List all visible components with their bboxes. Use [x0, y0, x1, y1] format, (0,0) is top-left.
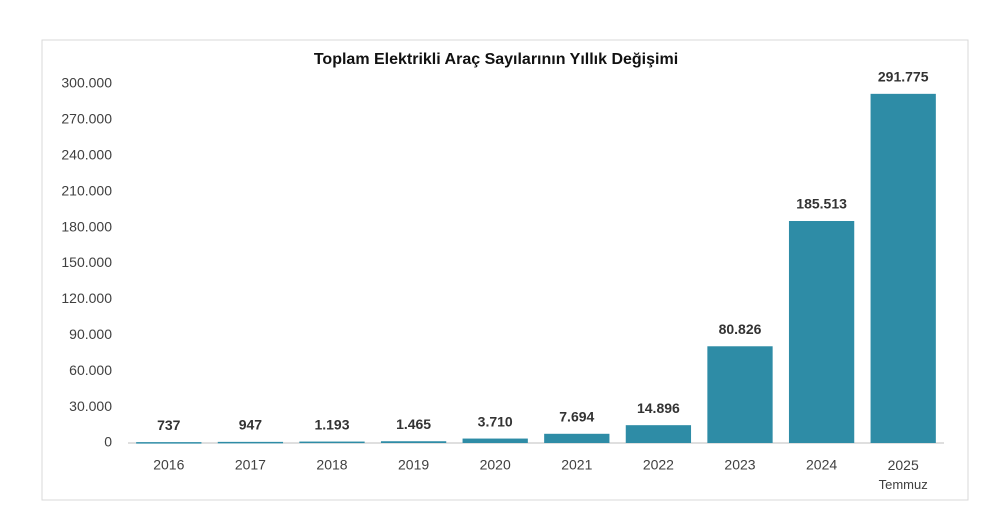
x-tick-label: 2025 Temmuz [879, 457, 928, 493]
chart-title: Toplam Elektrikli Araç Sayılarının Yıllı… [314, 51, 678, 68]
value-label: 14.896 [637, 400, 680, 416]
y-tick-label: 60.000 [69, 362, 112, 378]
y-tick-label: 90.000 [69, 326, 112, 342]
bar [136, 442, 202, 444]
y-tick-label: 300.000 [61, 75, 112, 91]
x-tick-label: 2024 [806, 457, 837, 473]
value-label: 1.465 [396, 416, 431, 432]
bar [625, 425, 692, 443]
x-tick-label: 2020 [480, 457, 511, 473]
y-tick-label: 240.000 [61, 147, 112, 163]
value-label: 80.826 [719, 321, 762, 337]
value-label: 1.193 [314, 416, 349, 432]
y-tick-label: 180.000 [61, 218, 112, 234]
bar [544, 433, 610, 443]
value-label: 947 [239, 417, 263, 433]
y-tick-label: 120.000 [61, 290, 112, 306]
value-label: 291.775 [878, 69, 929, 85]
y-tick-label: 270.000 [61, 111, 112, 127]
bar [788, 221, 855, 443]
y-tick-label: 0 [104, 434, 112, 450]
x-tick-label: 2017 [235, 457, 266, 473]
x-tick-label: 2023 [724, 457, 755, 473]
value-label: 7.694 [559, 408, 594, 424]
bar [462, 438, 528, 443]
bar [870, 93, 936, 443]
bar [707, 346, 773, 443]
y-tick-label: 210.000 [61, 182, 112, 198]
x-tick-label: 2018 [316, 457, 347, 473]
bar [380, 441, 447, 443]
x-tick-label: 2021 [561, 457, 592, 473]
bar [299, 441, 365, 444]
value-label: 185.513 [796, 196, 847, 212]
value-label: 737 [157, 417, 181, 433]
x-tick-label: 2019 [398, 457, 429, 473]
x-tick-label: 2022 [643, 457, 674, 473]
x-tick-label: 2016 [153, 457, 184, 473]
y-tick-label: 150.000 [61, 254, 112, 270]
y-tick-label: 30.000 [69, 398, 112, 414]
bar [217, 441, 284, 444]
value-label: 3.710 [478, 413, 513, 429]
